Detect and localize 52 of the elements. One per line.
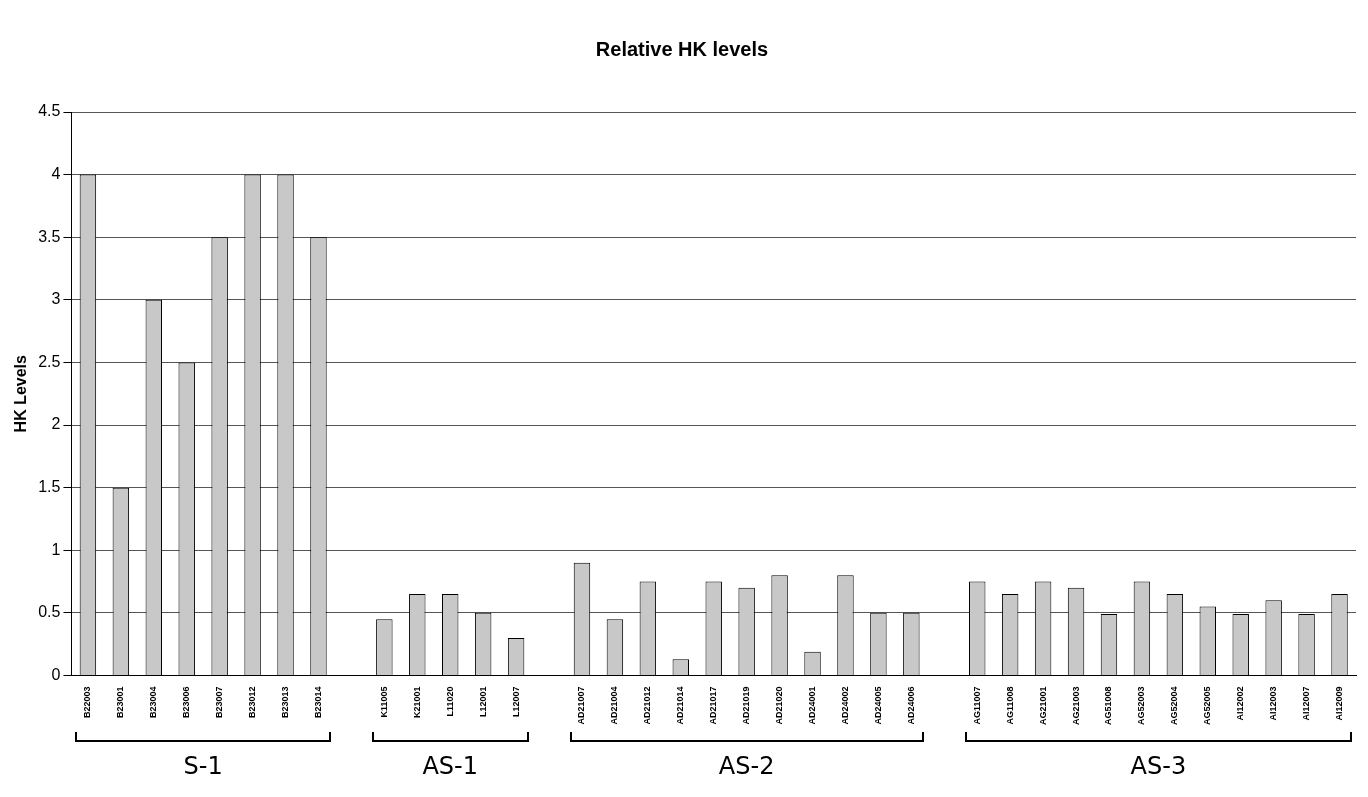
x-tick-label: AD24005 xyxy=(872,686,883,725)
text: AS-2 xyxy=(717,752,776,780)
x-tick-label: AG21003 xyxy=(1070,686,1081,725)
y-axis-title: HK Levels xyxy=(12,354,30,433)
x-tick-label: AD21019 xyxy=(741,686,752,725)
x-tick-label: AD24001 xyxy=(807,686,818,725)
x-tick-label: AI12003 xyxy=(1268,686,1279,721)
x-tick-label: AD21012 xyxy=(642,686,653,725)
x-tick-label: AG21001 xyxy=(1037,686,1048,725)
chart-title: Relative HK levels xyxy=(595,37,769,60)
x-tick-label: AG52005 xyxy=(1202,686,1213,725)
text: S-1 xyxy=(182,752,224,780)
x-tick-label: AI12009 xyxy=(1334,686,1345,721)
x-tick-label: L12007 xyxy=(510,686,521,717)
x-tick-label: L12001 xyxy=(477,686,488,717)
y-tick-label: 2 xyxy=(51,415,61,433)
x-tick-label: L11020 xyxy=(444,686,455,717)
y-tick-label: 0.5 xyxy=(38,603,61,621)
x-tick-label: K21001 xyxy=(411,686,422,718)
y-tick-label: 1.5 xyxy=(38,478,61,496)
x-tick-label: AI12007 xyxy=(1301,686,1312,721)
x-tick-label: B23014 xyxy=(312,686,323,718)
x-tick-label: K11005 xyxy=(378,686,389,718)
x-tick-label: AD21020 xyxy=(774,686,785,725)
x-tick-label: AD24002 xyxy=(839,686,850,725)
x-tick-label: AD21004 xyxy=(609,686,620,725)
x-tick-label: B23006 xyxy=(181,686,192,718)
y-tick-label: 4 xyxy=(51,165,61,183)
x-tick-label: B22003 xyxy=(82,686,93,718)
x-tick-label: AG11008 xyxy=(1004,686,1015,725)
text: AS-1 xyxy=(421,752,479,780)
x-tick-label: AG52004 xyxy=(1169,686,1180,725)
x-tick-label: B23007 xyxy=(214,686,225,718)
x-tick-label: AI12002 xyxy=(1235,686,1246,721)
x-tick-label: B23001 xyxy=(115,686,126,718)
y-tick-label: 0 xyxy=(51,665,61,683)
y-tick-label: 3.5 xyxy=(38,227,61,245)
x-tick-label: AD21017 xyxy=(708,686,719,725)
x-tick-label: B23013 xyxy=(280,686,291,718)
y-tick-label: 2.5 xyxy=(38,352,61,370)
y-tick-label: 3 xyxy=(51,290,61,308)
x-tick-label: AD21007 xyxy=(576,686,587,725)
x-tick-label: AG51008 xyxy=(1103,686,1114,725)
x-tick-label: AD21014 xyxy=(675,686,686,725)
x-tick-label: B23012 xyxy=(247,686,258,718)
x-tick-label: AG52003 xyxy=(1136,686,1147,725)
text: AS-3 xyxy=(1129,752,1188,780)
y-tick-label: 1 xyxy=(51,540,61,558)
x-tick-label: B23004 xyxy=(148,686,159,718)
x-tick-label: AD24006 xyxy=(905,686,916,725)
x-tick-label: AG11007 xyxy=(971,686,982,725)
y-tick-label: 4.5 xyxy=(38,102,61,120)
